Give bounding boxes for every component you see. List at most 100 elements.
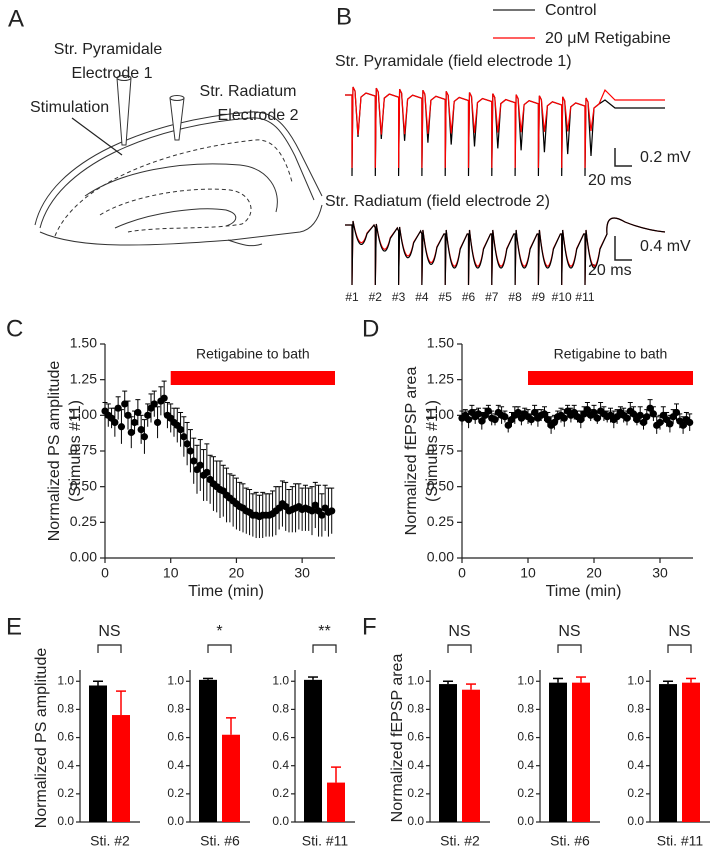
panel-label: F xyxy=(362,613,377,640)
y-tick-label: 0.00 xyxy=(70,549,97,565)
y-axis-label: Normalized fEPSP area xyxy=(403,367,420,536)
trace-title: Str. Radiatum (field electrode 2) xyxy=(325,193,550,210)
point xyxy=(590,408,598,417)
y-tick-label: 0.4 xyxy=(272,758,289,772)
point xyxy=(474,410,483,418)
point xyxy=(649,410,658,418)
y-tick-label: 0.2 xyxy=(407,786,424,800)
electrode xyxy=(169,97,185,141)
diagram-label: Str. Radiatum xyxy=(200,83,297,100)
y-tick-label: 0.4 xyxy=(517,758,534,772)
point xyxy=(160,394,168,402)
legend-label: Control xyxy=(545,2,597,19)
point xyxy=(134,408,142,417)
x-tick-label: Sti. #2 xyxy=(90,833,130,849)
point xyxy=(203,468,211,476)
bar xyxy=(304,679,322,822)
panel-label: C xyxy=(6,315,23,342)
bar xyxy=(549,682,567,822)
x-axis-label: Time (min) xyxy=(546,583,622,600)
stimulus-label: #8 xyxy=(508,290,522,304)
stimulus-label: #4 xyxy=(415,290,429,304)
point xyxy=(623,414,631,422)
significance-bracket xyxy=(557,644,582,653)
stimulus-label: #7 xyxy=(485,290,499,304)
point xyxy=(311,501,319,509)
bar xyxy=(112,715,130,822)
stimulus-label: #6 xyxy=(462,290,476,304)
significance-label: ** xyxy=(318,623,330,640)
point xyxy=(186,447,195,455)
significance-bracket xyxy=(312,644,337,653)
diagram-label: Str. Pyramidale xyxy=(54,41,163,58)
point xyxy=(560,414,568,422)
y-tick-label: 1.50 xyxy=(70,335,97,351)
point xyxy=(491,416,499,424)
annotation: Retigabine to bath xyxy=(554,346,668,362)
electrode-top xyxy=(169,95,185,101)
point xyxy=(478,417,486,425)
y-tick-label: 0.25 xyxy=(427,513,454,529)
point xyxy=(121,400,129,408)
significance-bracket xyxy=(207,644,232,653)
y-tick-label: 0.50 xyxy=(70,477,97,493)
y-tick-label: 0.4 xyxy=(167,758,184,772)
stimulus-label: #3 xyxy=(392,290,406,304)
y-tick-label: 1.0 xyxy=(407,673,424,687)
outline xyxy=(39,117,315,229)
trace xyxy=(345,86,665,169)
bar xyxy=(462,689,480,822)
y-tick-label: 0.0 xyxy=(57,814,74,828)
point xyxy=(639,418,648,427)
y-tick-label: 0.2 xyxy=(167,786,184,800)
x-tick-label: 20 xyxy=(229,565,245,581)
y-tick-label: 0.2 xyxy=(627,786,644,800)
point xyxy=(504,421,512,429)
y-axis-label: (Stimulus #11) xyxy=(424,400,441,502)
bar xyxy=(222,734,240,822)
point xyxy=(176,426,185,434)
point xyxy=(636,411,644,419)
point xyxy=(656,418,664,427)
point xyxy=(527,416,535,424)
panel-label: D xyxy=(362,315,379,342)
outline xyxy=(84,163,278,213)
point xyxy=(328,507,336,515)
y-tick-label: 0.8 xyxy=(407,702,424,716)
point xyxy=(117,423,126,431)
legend-label: 20 μM Retigabine xyxy=(545,30,671,47)
electrode-top xyxy=(116,75,132,81)
bar xyxy=(682,682,700,822)
bar xyxy=(659,684,677,822)
significance-bracket xyxy=(97,644,122,653)
scale-label: 0.4 mV xyxy=(640,238,691,255)
x-tick-label: 30 xyxy=(294,565,310,581)
y-tick-label: 0.6 xyxy=(167,730,184,744)
y-tick-label: 0.0 xyxy=(167,814,184,828)
point xyxy=(318,511,326,519)
y-tick-label: 1.00 xyxy=(70,406,97,422)
diagram-label: Electrode 1 xyxy=(72,65,153,82)
y-tick-label: 1.0 xyxy=(272,673,289,687)
y-tick-label: 1.00 xyxy=(427,406,454,422)
y-tick-label: 1.0 xyxy=(167,673,184,687)
y-tick-label: 0.2 xyxy=(272,786,289,800)
point xyxy=(111,418,119,427)
panel-label: E xyxy=(6,613,22,640)
y-axis-label: Normalized PS amplitude xyxy=(33,648,50,829)
point xyxy=(583,406,592,414)
y-tick-label: 0.4 xyxy=(57,758,74,772)
y-tick-label: 0.2 xyxy=(57,786,74,800)
y-tick-label: 0.8 xyxy=(272,702,289,716)
y-tick-label: 0.6 xyxy=(517,730,534,744)
stimulus-label: #10 xyxy=(552,290,572,304)
point xyxy=(544,416,552,424)
point xyxy=(686,418,694,427)
point xyxy=(183,440,191,448)
point xyxy=(484,407,492,415)
outline xyxy=(99,188,252,233)
point xyxy=(114,404,122,412)
point xyxy=(577,416,585,424)
y-tick-label: 0.75 xyxy=(427,442,454,458)
